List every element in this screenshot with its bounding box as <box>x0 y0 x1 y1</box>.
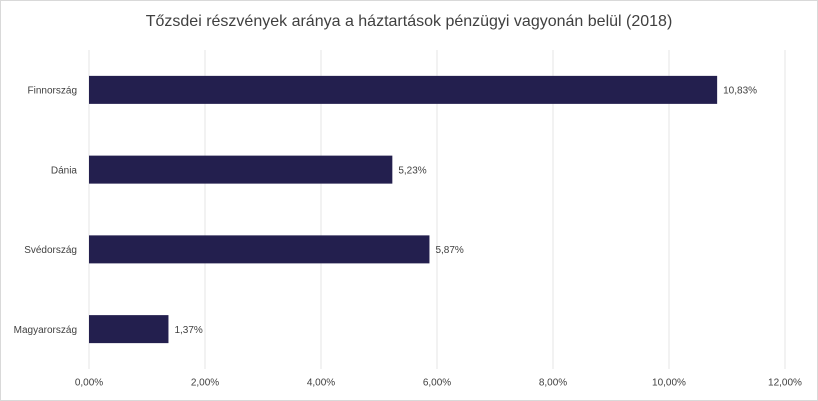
data-label: 1,37% <box>174 325 202 336</box>
x-tick-label: 10,00% <box>652 378 686 389</box>
y-tick-label: Dánia <box>51 165 78 176</box>
data-label: 5,23% <box>398 165 426 176</box>
chart-title: Tőzsdei részvények aránya a háztartások … <box>146 13 673 30</box>
x-tick-label: 8,00% <box>539 378 567 389</box>
x-tick-label: 4,00% <box>307 378 335 389</box>
x-tick-label: 0,00% <box>75 378 103 389</box>
y-tick-label: Svédország <box>24 245 77 256</box>
y-tick-label: Finnország <box>28 86 77 97</box>
x-tick-label: 2,00% <box>191 378 219 389</box>
data-label: 10,83% <box>723 86 757 97</box>
bar <box>89 235 430 264</box>
x-tick-label: 6,00% <box>423 378 451 389</box>
bar <box>89 75 718 104</box>
bar <box>89 315 169 344</box>
bar <box>89 155 393 184</box>
data-label: 5,87% <box>435 245 463 256</box>
x-tick-label: 12,00% <box>768 378 802 389</box>
y-tick-label: Magyarország <box>14 325 77 336</box>
